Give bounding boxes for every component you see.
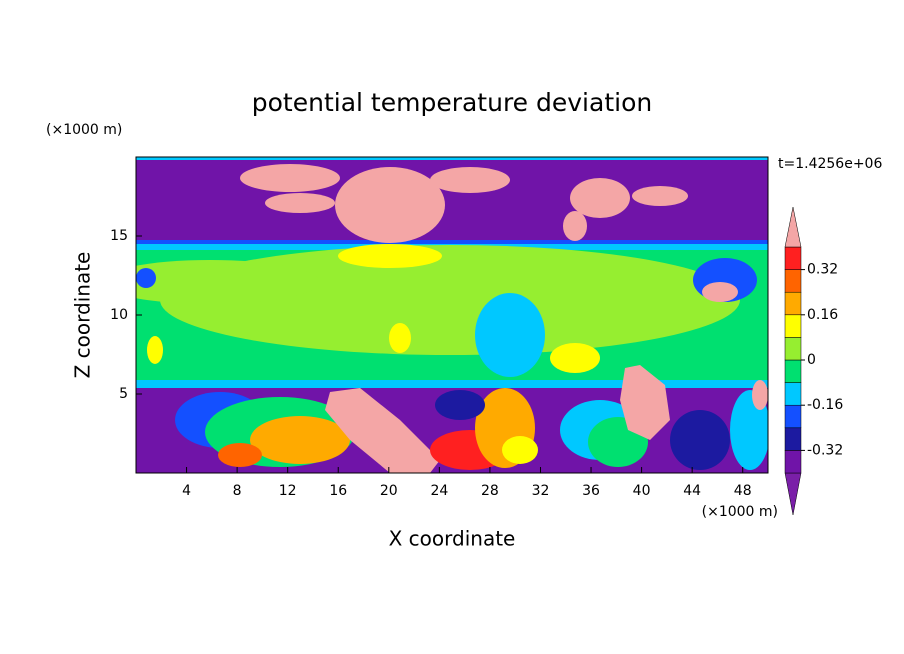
contour-region: [265, 193, 335, 213]
colorbar-low-triangle: [784, 472, 802, 516]
contour-region: [550, 343, 600, 373]
colorbar-box: [784, 246, 802, 270]
contour-region: [147, 336, 163, 364]
colorbar-box: [784, 382, 802, 406]
x-unit: (×1000 m): [702, 504, 778, 520]
contour-region: [670, 410, 730, 470]
contour-region: [218, 443, 262, 467]
contour-region: [620, 365, 670, 440]
contour-region: [250, 416, 350, 464]
contour-region: [563, 211, 587, 241]
contour-region: [502, 436, 538, 464]
contour-region: [136, 240, 768, 244]
contour-region: [136, 268, 156, 288]
x-axis-label: X coordinate: [389, 527, 516, 551]
contour-region: [570, 178, 630, 218]
contour-region: [389, 323, 411, 353]
colorbar-box: [784, 404, 802, 429]
contour-region: [240, 164, 340, 192]
y-tick-label: 10: [110, 307, 128, 323]
x-tick-label: 12: [279, 483, 297, 499]
x-tick-label: 4: [182, 483, 191, 499]
colorbar-tick-label: 0.32: [807, 262, 838, 278]
x-tick-label: 16: [329, 483, 347, 499]
contour-region: [136, 157, 768, 160]
colorbar-box: [784, 314, 802, 338]
colorbar-tick-label: -0.32: [807, 442, 843, 458]
colorbar-box: [784, 269, 802, 293]
contour-region: [325, 388, 440, 473]
x-tick-label: 32: [532, 483, 550, 499]
chart-title: potential temperature deviation: [252, 88, 652, 117]
x-tick-label: 40: [633, 483, 651, 499]
colorbar-tick-label: 0.16: [807, 307, 838, 323]
x-tick-label: 8: [233, 483, 242, 499]
x-tick-label: 44: [683, 483, 701, 499]
colorbar-high-triangle: [784, 206, 802, 248]
colorbar-box: [784, 450, 802, 474]
contour-region: [475, 293, 545, 377]
contour-region: [730, 390, 768, 470]
colorbar-box: [784, 291, 802, 316]
colorbar-tick-label: -0.16: [807, 397, 843, 413]
x-tick-label: 28: [481, 483, 499, 499]
colorbar-tick-label: 0: [807, 352, 816, 368]
y-tick-label: 5: [119, 386, 128, 402]
y-unit: (×1000 m): [46, 122, 122, 138]
contour-region: [335, 167, 445, 243]
x-tick-label: 48: [734, 483, 752, 499]
contour-region: [435, 390, 485, 420]
contour-field: [136, 157, 768, 473]
time-annotation: t=1.4256e+06: [778, 156, 882, 172]
contour-region: [136, 380, 768, 388]
contour-region: [632, 186, 688, 206]
x-tick-label: 36: [582, 483, 600, 499]
contour-region: [338, 244, 442, 268]
y-axis-label: Z coordinate: [71, 252, 95, 379]
colorbar-box: [784, 337, 802, 361]
x-tick-label: 20: [380, 483, 398, 499]
x-tick-label: 24: [430, 483, 448, 499]
colorbar-box: [784, 427, 802, 451]
contour-region: [702, 282, 738, 302]
contour-region: [430, 167, 510, 193]
contour-region: [136, 260, 320, 304]
contour-region: [752, 380, 768, 410]
colorbar-box: [784, 359, 802, 383]
y-tick-label: 15: [110, 228, 128, 244]
